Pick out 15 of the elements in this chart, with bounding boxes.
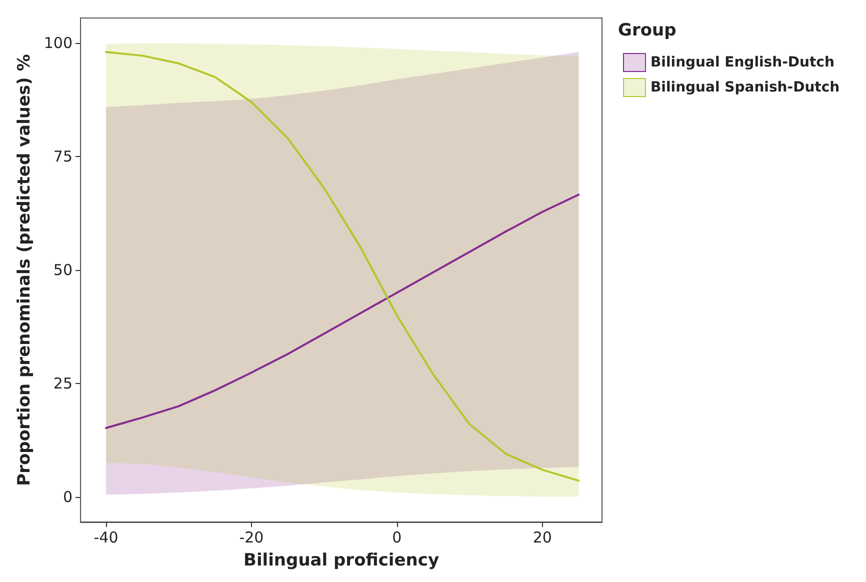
x-tick-label: 0 (392, 528, 402, 546)
legend-label: Bilingual English-Dutch (650, 54, 834, 70)
x-tick-label: -20 (239, 528, 264, 546)
legend-title: Group (618, 20, 676, 40)
x-tick-label: 20 (532, 528, 552, 546)
legend-label: Bilingual Spanish-Dutch (650, 80, 840, 96)
y-tick-label: 75 (53, 147, 73, 166)
y-tick-label: 0 (62, 488, 73, 506)
x-tick-label: -40 (94, 528, 118, 546)
x-axis-title: Bilingual proficiency (243, 550, 440, 570)
y-tick-label: 25 (53, 374, 73, 393)
y-axis-title: Proportion prenominals (predicted values) % (14, 54, 34, 486)
y-tick-label: 50 (53, 261, 73, 279)
line-series (104, 194, 580, 430)
y-tick-label: 100 (44, 34, 73, 52)
